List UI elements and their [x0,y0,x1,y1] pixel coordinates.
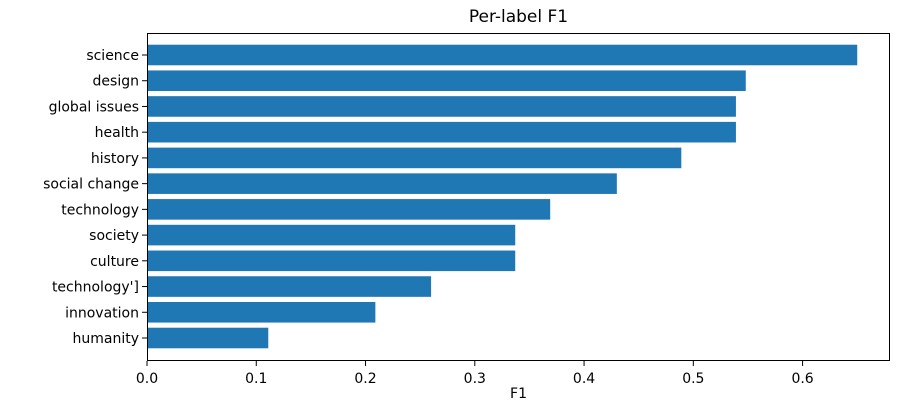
bar-technology [147,276,432,297]
x-tick-label: 0.1 [245,371,267,387]
bars-group [147,44,858,349]
plot-frame [147,33,890,361]
bar-health [147,121,736,143]
category-label: society [89,228,139,244]
category-label: innovation [65,305,139,321]
category-label: history [91,151,139,167]
bar-science [147,44,858,66]
x-tick-label: 0.2 [354,371,376,387]
bar-design [147,70,746,92]
x-tick-label: 0.5 [682,371,704,387]
bar-global-issues [147,96,736,117]
bar-social-change [147,173,617,194]
category-label: technology [61,202,139,218]
bar-history [147,147,682,169]
category-labels: science design global issues health history s… [43,48,147,347]
chart-title: Per-label F1 [469,7,568,27]
category-label: science [86,48,139,64]
x-tick-label: 0.4 [573,371,595,387]
x-axis-ticks: 0.0 0.1 0.2 0.3 0.4 0.5 0.6 [136,361,814,387]
category-label: social change [43,177,139,193]
category-label: humanity [73,331,140,347]
x-tick-label: 0.3 [464,371,486,387]
x-tick-label: 0.6 [791,371,813,387]
bar-technology [147,199,551,220]
bar-humanity [147,327,269,349]
category-label: global issues [49,99,139,115]
bar-society [147,224,516,246]
x-tick-label: 0.0 [136,371,158,387]
category-label: design [93,74,139,90]
category-label: culture [90,254,139,270]
category-label: health [95,125,139,141]
category-label: technology'] [52,280,139,296]
bar-culture [147,250,516,272]
x-axis-label: F1 [510,386,527,400]
bar-innovation [147,301,376,323]
